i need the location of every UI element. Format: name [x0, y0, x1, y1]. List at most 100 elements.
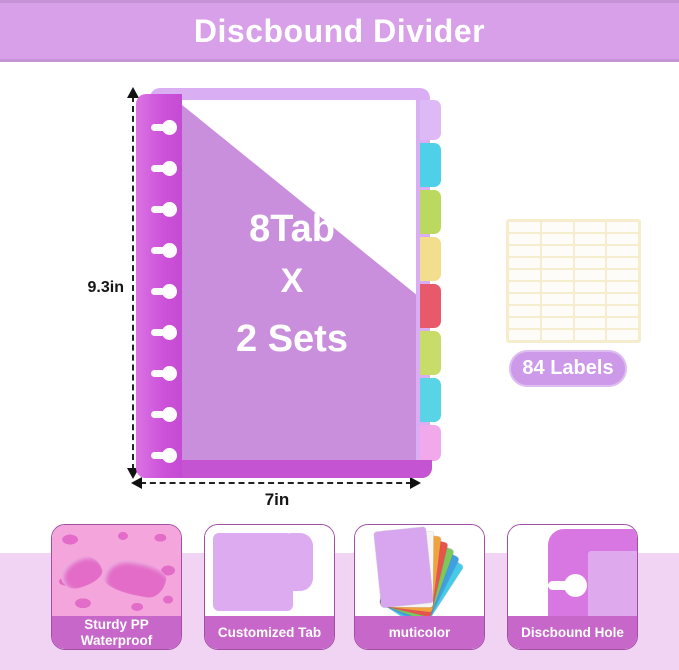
labels-sheet-image: [506, 219, 641, 343]
label-cell: [607, 258, 638, 268]
cover-text-x: X: [280, 262, 304, 300]
label-cell: [574, 318, 606, 328]
cover-text: 8Tab X 2 Sets: [172, 210, 412, 358]
mushroom-hole-icon: [548, 581, 570, 590]
label-cell: [509, 258, 540, 268]
feature-label-line: Waterproof: [80, 632, 153, 648]
label-cell: [607, 270, 638, 280]
width-dimension-line: [140, 482, 412, 484]
divider-page-icon: [588, 551, 637, 616]
label-cell: [574, 246, 606, 256]
disc-hole-icon: [151, 120, 177, 135]
label-cell: [574, 294, 606, 304]
label-cell: [541, 318, 573, 328]
label-cell: [607, 234, 638, 244]
feature-label-line: Customized Tab: [217, 624, 322, 640]
tab-lime-2-icon: [420, 331, 441, 375]
height-dimension-line: [132, 96, 134, 470]
label-cell: [541, 222, 573, 232]
tab-cyan-2-icon: [420, 378, 441, 422]
tab-divider-icon: [213, 533, 293, 611]
label-cell: [509, 306, 540, 316]
divider-tabs: [420, 100, 441, 462]
label-cell: [574, 234, 606, 244]
feature-label-strip: muticolor: [355, 616, 484, 649]
label-cell: [541, 282, 573, 292]
label-cell: [509, 234, 540, 244]
disc-hole-icon: [151, 284, 177, 299]
tab-pink-icon: [420, 425, 441, 461]
divider-sheet-icon: [373, 526, 434, 608]
label-cell: [541, 258, 573, 268]
disc-hole-icon: [151, 243, 177, 258]
label-cell: [607, 330, 638, 340]
feature-label-strip: Discbound Hole: [508, 616, 637, 649]
label-cell: [574, 306, 606, 316]
cover-text-sets: 2 Sets: [236, 318, 348, 360]
tab-lime-icon: [420, 190, 441, 234]
label-cell: [509, 330, 540, 340]
arrow-left-icon: [131, 477, 142, 489]
tab-lavender-icon: [420, 100, 441, 140]
multicolor-dividers-image: [355, 525, 484, 616]
feature-card-discbound-hole: Discbound Hole: [507, 524, 638, 650]
labels-count-text: 84 Labels: [522, 357, 614, 379]
feature-label-line: Sturdy PP: [84, 617, 149, 633]
label-cell: [574, 282, 606, 292]
label-cell: [509, 294, 540, 304]
label-cell: [607, 282, 638, 292]
label-cell: [541, 294, 573, 304]
arrow-down-icon: [127, 468, 139, 479]
disc-hole-icon: [151, 448, 177, 463]
arrow-right-icon: [410, 477, 421, 489]
disc-hole-icon: [151, 366, 177, 381]
label-cell: [574, 270, 606, 280]
tab-divider-tab-icon: [289, 533, 313, 591]
label-cell: [607, 294, 638, 304]
disc-hole-icon: [151, 161, 177, 176]
feature-label-line: muticolor: [388, 624, 451, 640]
feature-card-customized-tab: Customized Tab: [204, 524, 335, 650]
tab-cyan-icon: [420, 143, 441, 187]
divider-spine: [136, 94, 182, 478]
feature-label-strip: Sturdy PP Waterproof: [52, 616, 181, 649]
label-cell: [574, 222, 606, 232]
cover-text-tab-count: 8Tab: [249, 208, 335, 250]
disc-hole-icon: [151, 325, 177, 340]
title-banner: Discbound Divider: [0, 0, 679, 62]
water-droplets-image: [52, 525, 181, 616]
label-cell: [607, 306, 638, 316]
label-cell: [509, 246, 540, 256]
label-cell: [574, 258, 606, 268]
label-cell: [574, 330, 606, 340]
label-cell: [541, 234, 573, 244]
fanned-dividers-icon: [355, 525, 484, 616]
label-cell: [509, 222, 540, 232]
divider-bottom-edge: [136, 460, 432, 478]
label-cell: [607, 246, 638, 256]
width-dimension-label: 7in: [264, 490, 290, 509]
label-cell: [541, 330, 573, 340]
tab-yellow-icon: [420, 237, 441, 281]
tab-red-icon: [420, 284, 441, 328]
label-cell: [607, 222, 638, 232]
labels-count-badge: 84 Labels: [509, 350, 627, 387]
label-cell: [607, 318, 638, 328]
label-cell: [541, 246, 573, 256]
feature-label-strip: Customized Tab: [205, 616, 334, 649]
feature-label-line: Discbound Hole: [521, 624, 624, 640]
height-dimension-label: 9.3in: [87, 279, 124, 296]
label-cell: [541, 270, 573, 280]
label-cell: [509, 270, 540, 280]
arrow-up-icon: [127, 87, 139, 98]
mushroom-hole-icon: [564, 574, 587, 597]
feature-card-multicolor: muticolor: [354, 524, 485, 650]
label-cell: [509, 282, 540, 292]
label-cell: [541, 306, 573, 316]
disc-hole-icon: [151, 407, 177, 422]
customized-tab-image: [205, 525, 334, 616]
label-cell: [509, 318, 540, 328]
feature-card-waterproof: Sturdy PP Waterproof: [51, 524, 182, 650]
page-title: Discbound Divider: [193, 12, 486, 49]
